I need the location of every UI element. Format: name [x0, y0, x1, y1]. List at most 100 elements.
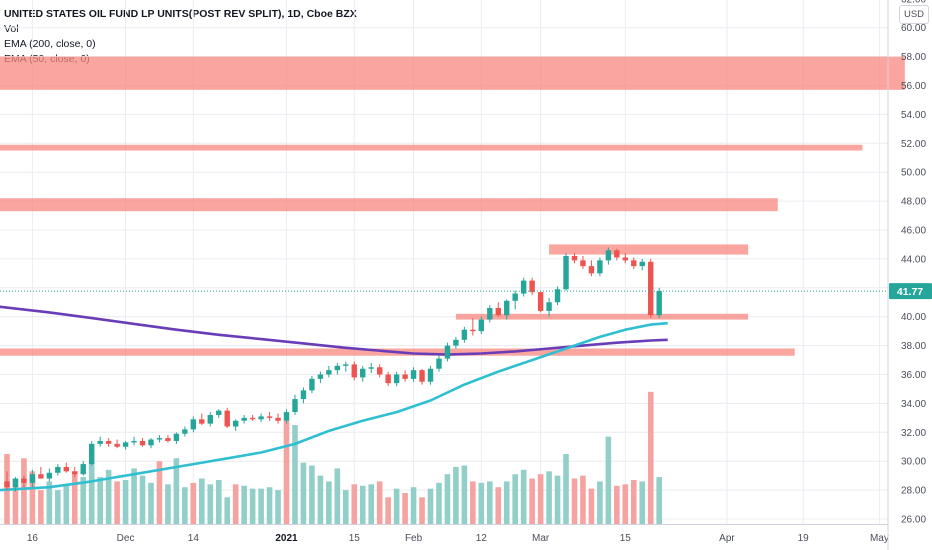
volume-bar — [639, 481, 646, 524]
volume-bar — [605, 436, 612, 524]
volume-bar — [376, 481, 383, 524]
volume-bar — [182, 487, 188, 524]
volume-bar — [309, 465, 315, 524]
volume-bar — [88, 461, 95, 524]
volume-bar — [63, 485, 70, 524]
volume-bars — [4, 391, 662, 524]
y-tick-label: 34.00 — [901, 399, 926, 410]
volume-bar — [334, 468, 341, 524]
y-tick-label: 28.00 — [901, 486, 926, 497]
volume-bar — [563, 453, 569, 524]
volume-bar — [427, 488, 434, 524]
y-tick-label: 30.00 — [901, 457, 926, 468]
volume-bar — [173, 458, 180, 524]
volume-bar — [131, 468, 137, 524]
volume-bar — [630, 479, 637, 524]
candle-body — [80, 464, 86, 475]
y-tick-label: 44.00 — [901, 254, 926, 265]
volume-bar — [97, 477, 103, 524]
last-price-tag — [889, 283, 932, 300]
y-tick-label: 54.00 — [901, 110, 926, 121]
y-tick-label: 58.00 — [901, 52, 926, 63]
candle-body — [444, 345, 451, 359]
candle-body — [563, 256, 569, 290]
volume-bar — [105, 469, 112, 524]
candle-body — [317, 374, 324, 379]
candle-body — [122, 442, 129, 447]
volume-bar — [249, 488, 256, 524]
volume-bar — [21, 458, 27, 524]
y-tick-label: 60.00 — [901, 23, 926, 34]
candle-body — [631, 260, 637, 267]
volume-bar — [597, 481, 603, 524]
volume-bar — [580, 475, 586, 524]
candle-body — [648, 261, 654, 316]
volume-bar — [495, 487, 502, 524]
candle-body — [224, 410, 230, 427]
legend-symbol-title[interactable]: UNITED STATES OIL FUND LP UNITS(POST REV… — [4, 8, 357, 20]
volume-bar — [461, 465, 468, 524]
price-zone — [0, 198, 778, 212]
volume-bar — [232, 484, 239, 524]
volume-bar — [351, 484, 358, 524]
x-tick-label: Dec — [117, 533, 135, 544]
candle-body — [580, 260, 586, 267]
x-tick-label: 12 — [476, 533, 488, 544]
currency-label[interactable]: USD — [899, 5, 929, 24]
volume-bar — [139, 475, 146, 524]
candle-body — [470, 329, 476, 332]
volume-bar — [292, 425, 298, 524]
x-tick-label: May — [870, 533, 889, 544]
y-tick-label: 48.00 — [901, 197, 926, 208]
volume-bar — [241, 485, 247, 524]
volume-bar — [55, 490, 61, 524]
price-zone — [0, 56, 905, 90]
candle-body — [182, 429, 188, 434]
candle-body — [292, 399, 298, 413]
legend-volume[interactable]: Vol — [4, 23, 19, 35]
volume-bar — [38, 490, 44, 524]
candle-body — [139, 440, 146, 446]
candle-body — [326, 370, 332, 375]
volume-bar — [503, 481, 510, 524]
y-tick-label: 50.00 — [901, 168, 926, 179]
candle-body — [258, 416, 264, 420]
y-tick-label: 62.00 — [901, 0, 926, 5]
candle-body — [351, 364, 357, 378]
volume-bar — [470, 481, 476, 524]
volume-bar — [453, 466, 459, 524]
volume-bar — [622, 484, 629, 524]
price-zone — [549, 244, 749, 255]
candle-body — [622, 257, 629, 261]
candle-body — [614, 250, 620, 258]
candle-body — [419, 370, 425, 382]
candle-body — [29, 474, 36, 483]
x-tick-label: 14 — [188, 533, 200, 544]
candle-body — [46, 472, 53, 479]
volume-bar — [46, 481, 53, 524]
candle-body — [385, 374, 391, 384]
y-tick-label: 56.00 — [901, 81, 926, 92]
volume-bar — [12, 478, 19, 524]
candle-body — [283, 412, 290, 421]
candle-body — [554, 289, 561, 303]
volume-bar — [402, 492, 408, 524]
candle-body — [190, 419, 197, 430]
candle-body — [97, 440, 103, 444]
volume-bar — [368, 484, 375, 524]
legend-ema-200[interactable]: EMA (200, close, 0) — [4, 38, 96, 50]
candle-body — [512, 293, 518, 301]
candle-body — [546, 302, 552, 311]
candle-body — [436, 358, 442, 369]
x-tick-label: 15 — [349, 533, 361, 544]
volume-bar — [215, 479, 222, 524]
candle-body — [55, 466, 61, 473]
volume-bar — [546, 471, 552, 524]
candle-body — [588, 266, 595, 274]
volume-bar — [571, 478, 578, 524]
volume-bar — [393, 488, 400, 524]
candle-body — [529, 280, 535, 293]
volume-bar — [71, 471, 78, 524]
